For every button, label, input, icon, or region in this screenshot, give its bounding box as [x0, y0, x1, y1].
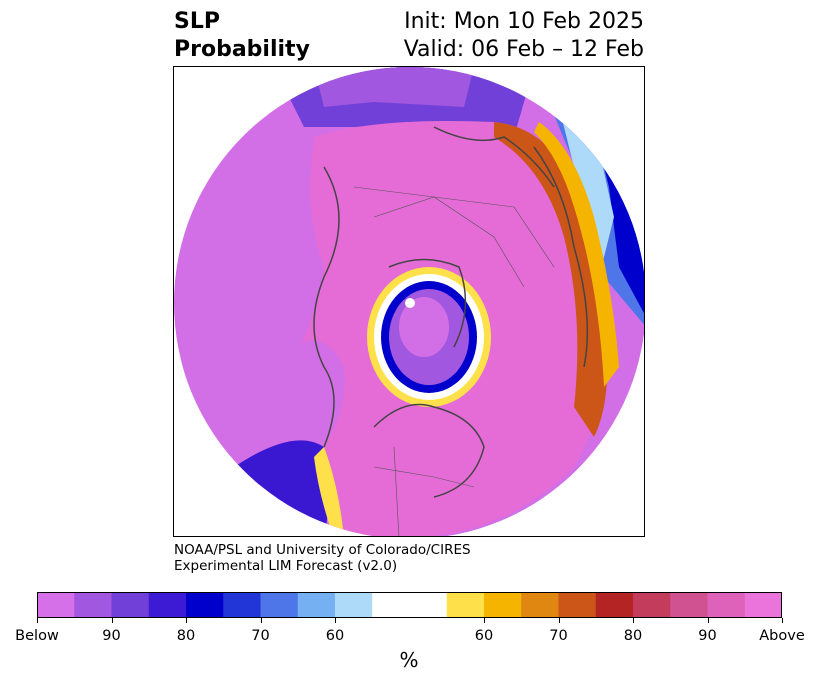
colorbar-tick [558, 618, 560, 623]
na-transition [314, 447, 344, 536]
colorbar-tick [707, 618, 709, 623]
colorbar-cell [521, 592, 559, 618]
chart-title-right: Init: Mon 10 Feb 2025 Valid: 06 Feb – 12… [404, 8, 644, 64]
colorbar-cell [297, 592, 336, 618]
colorbar-cell [74, 592, 112, 618]
colorbar-tick-label: 60 [474, 628, 494, 644]
chart-title-left: SLP Probability [174, 8, 310, 64]
colorbar-cell [595, 592, 634, 618]
colorbar-tick [782, 618, 783, 623]
title-product: Probability [174, 37, 310, 62]
colorbar-cell [707, 592, 746, 618]
na-above [324, 438, 418, 536]
title-variable: SLP [174, 9, 220, 34]
colorbar-tick [335, 618, 336, 623]
colorbar-cell [260, 592, 299, 618]
colorbar-cell [372, 592, 410, 618]
credit-block: NOAA/PSL and University of Colorado/CIRE… [174, 542, 471, 574]
coastlines [313, 126, 589, 498]
colorbar-tick-label: 90 [698, 628, 717, 644]
polar-white-dot [405, 298, 415, 308]
colorbar-tick-label: 70 [549, 628, 568, 644]
colorbar-cell [558, 592, 597, 618]
colorbar-tick [186, 618, 187, 623]
colorbar-cell [335, 592, 373, 618]
colorbar-tick [484, 618, 485, 623]
colorbar-cell [670, 592, 708, 618]
map-panel [173, 66, 645, 537]
colorbar-cell [223, 592, 261, 618]
colorbar [37, 592, 782, 618]
polar-map [174, 67, 644, 536]
colorbar-cell [186, 592, 224, 618]
colorbar-tick-label: Above [759, 628, 805, 644]
colorbar-tick-label: Below [15, 628, 59, 644]
arctic-purple-inner [314, 67, 474, 107]
colorbar-tick-label: 80 [623, 628, 643, 644]
colorbar-cells [37, 592, 782, 618]
title-init: Init: Mon 10 Feb 2025 [404, 9, 644, 34]
colorbar-cell [744, 592, 782, 618]
above-edge-orange [494, 122, 608, 437]
credit-line-1: NOAA/PSL and University of Colorado/CIRE… [174, 542, 471, 558]
title-valid: Valid: 06 Feb – 12 Feb [403, 37, 644, 62]
colorbar-cell [37, 592, 75, 618]
colorbar-unit: % [399, 648, 419, 672]
colorbar-tick [260, 618, 262, 623]
credit-line-2: Experimental LIM Forecast (v2.0) [174, 558, 398, 574]
atlantic-light-band [554, 87, 614, 277]
borders [353, 186, 555, 536]
colorbar-tick-label: 60 [325, 628, 345, 644]
colorbar-cell [148, 592, 187, 618]
colorbar-cell [633, 592, 671, 618]
colorbar-tick [633, 618, 634, 623]
colorbar-cell [446, 592, 485, 618]
colorbar-cell [484, 592, 522, 618]
above-edge-yellow [534, 122, 619, 387]
polar-core-inner [399, 297, 449, 357]
colorbar-tick [37, 618, 38, 623]
colorbar-cell [409, 592, 448, 618]
colorbar-tick-label: 70 [251, 628, 270, 644]
colorbar-cell [111, 592, 150, 618]
colorbar-tick-label: 80 [176, 628, 196, 644]
colorbar-tick [111, 618, 113, 623]
colorbar-tick-label: 90 [102, 628, 121, 644]
